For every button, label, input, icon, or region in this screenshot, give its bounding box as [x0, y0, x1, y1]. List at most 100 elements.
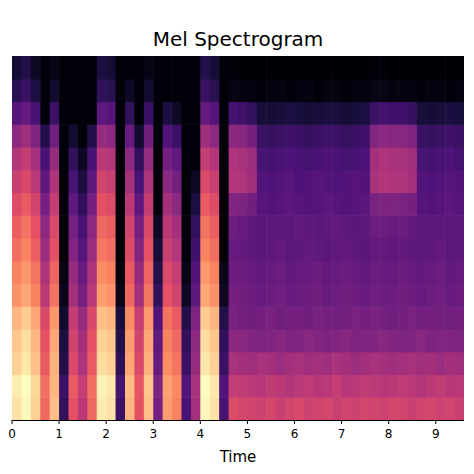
cell — [21, 124, 31, 147]
cell — [379, 147, 389, 170]
cell — [229, 215, 239, 238]
cell — [247, 284, 257, 307]
cell — [229, 306, 239, 329]
cell — [40, 147, 50, 170]
cell — [323, 352, 333, 375]
cell — [219, 238, 229, 261]
cell — [182, 215, 192, 238]
cell — [78, 329, 88, 352]
cell — [389, 102, 399, 125]
cell — [323, 306, 333, 329]
cell — [285, 284, 295, 307]
cell — [257, 261, 267, 284]
cell — [455, 56, 464, 79]
cell — [87, 238, 97, 261]
cell — [106, 397, 116, 420]
cell — [219, 124, 229, 147]
cell — [257, 147, 267, 170]
cell — [266, 238, 276, 261]
cell — [31, 56, 41, 79]
cell — [351, 284, 361, 307]
cell — [436, 102, 446, 125]
cell — [445, 79, 455, 102]
cell — [200, 56, 210, 79]
cell — [266, 284, 276, 307]
cell — [323, 124, 333, 147]
cell — [295, 124, 305, 147]
cell — [436, 193, 446, 216]
cell — [219, 352, 229, 375]
cell — [50, 284, 60, 307]
cell — [134, 102, 144, 125]
cell — [163, 215, 173, 238]
cell — [295, 375, 305, 398]
cell — [12, 147, 22, 170]
cell — [144, 352, 154, 375]
cell — [323, 79, 333, 102]
cell — [266, 102, 276, 125]
cell — [360, 306, 370, 329]
cell — [125, 284, 135, 307]
cell — [323, 329, 333, 352]
cell — [342, 375, 352, 398]
cell — [12, 102, 22, 125]
cell — [445, 238, 455, 261]
cell — [31, 193, 41, 216]
cell — [21, 329, 31, 352]
cell — [31, 375, 41, 398]
cell — [276, 284, 286, 307]
cell — [31, 238, 41, 261]
cell — [351, 306, 361, 329]
cell — [379, 170, 389, 193]
cell — [163, 306, 173, 329]
cell — [455, 261, 464, 284]
cell — [200, 238, 210, 261]
cell — [210, 329, 220, 352]
cell — [50, 397, 60, 420]
cell — [389, 56, 399, 79]
cell — [436, 375, 446, 398]
cell — [408, 329, 418, 352]
cell — [295, 79, 305, 102]
cell — [200, 375, 210, 398]
cell — [285, 102, 295, 125]
cell — [78, 79, 88, 102]
cell — [116, 170, 126, 193]
cell — [238, 261, 248, 284]
cell — [398, 306, 408, 329]
cell — [210, 56, 220, 79]
cell — [351, 56, 361, 79]
cell — [50, 102, 60, 125]
cell — [163, 261, 173, 284]
cell — [200, 352, 210, 375]
cell — [191, 102, 201, 125]
cell — [379, 238, 389, 261]
cell — [445, 375, 455, 398]
cell — [78, 147, 88, 170]
cell — [219, 329, 229, 352]
x-tick-label: 0 — [8, 427, 16, 441]
cell — [304, 102, 314, 125]
cell — [436, 352, 446, 375]
cell — [40, 238, 50, 261]
cell — [87, 352, 97, 375]
cell — [125, 147, 135, 170]
cell — [182, 193, 192, 216]
cell — [219, 284, 229, 307]
cell — [426, 170, 436, 193]
cell — [285, 79, 295, 102]
cell — [116, 397, 126, 420]
cell — [172, 56, 182, 79]
cell — [21, 193, 31, 216]
cell — [78, 397, 88, 420]
cell — [87, 284, 97, 307]
cell — [379, 397, 389, 420]
cell — [144, 79, 154, 102]
cell — [116, 284, 126, 307]
cell — [87, 79, 97, 102]
x-tick-label: 6 — [291, 427, 299, 441]
cell — [144, 102, 154, 125]
cell — [370, 352, 380, 375]
cell — [351, 352, 361, 375]
cell — [332, 329, 342, 352]
